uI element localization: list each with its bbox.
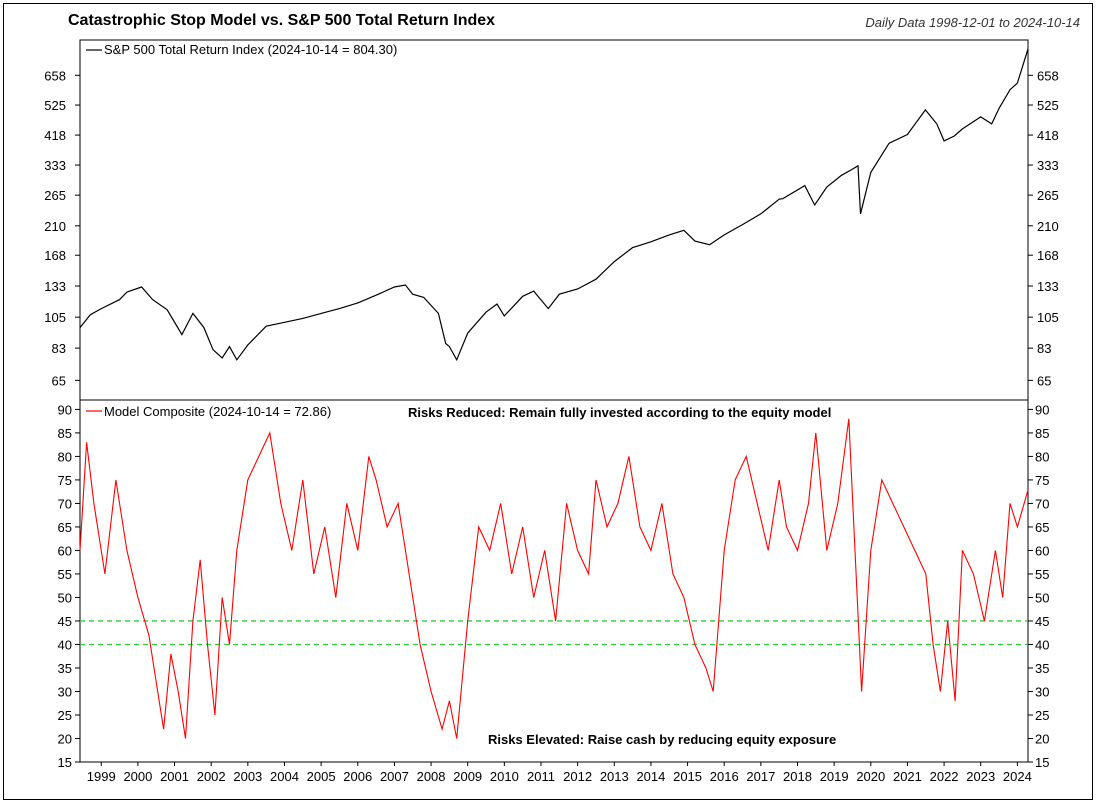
x-tick-label: 2005	[307, 769, 336, 784]
top-y-tick-label-right: 333	[1037, 158, 1059, 173]
x-tick-label: 2011	[527, 769, 555, 784]
bottom-y-tick-label-left: 75	[58, 473, 72, 488]
bottom-y-tick-label-right: 35	[1035, 661, 1049, 676]
top-y-tick-label-left: 105	[44, 310, 66, 325]
sp500-series-line	[79, 48, 1029, 362]
bottom-y-tick-label-right: 55	[1035, 567, 1049, 582]
x-tick-label: 2019	[820, 769, 849, 784]
sp500-legend-label: S&P 500 Total Return Index (2024-10-14 =…	[104, 42, 397, 57]
top-y-tick-label-right: 658	[1037, 68, 1059, 83]
top-y-tick-label-left: 265	[44, 188, 66, 203]
x-tick-label: 2022	[930, 769, 959, 784]
bottom-y-tick-label-left: 15	[58, 755, 72, 770]
x-tick-label: 2009	[453, 769, 482, 784]
bottom-y-tick-label-left: 65	[58, 520, 72, 535]
top-y-tick-label-right: 525	[1037, 98, 1059, 113]
bottom-y-tick-label-right: 25	[1035, 708, 1049, 723]
x-tick-label: 2017	[746, 769, 775, 784]
x-tick-label: 2003	[233, 769, 262, 784]
x-tick-label: 2006	[343, 769, 372, 784]
bottom-y-tick-label-right: 90	[1035, 402, 1049, 417]
top-y-tick-label-left: 210	[44, 219, 66, 234]
bottom-y-tick-label-left: 20	[58, 731, 72, 746]
top-y-tick-label-right: 133	[1037, 279, 1059, 294]
x-tick-label: 2002	[197, 769, 226, 784]
top-y-ticks: 65 65 83 83 105 105 133 133 168 168 210 210 265 265 33…	[44, 68, 1058, 388]
top-y-tick-label-right: 418	[1037, 128, 1059, 143]
bottom-y-tick-label-right: 75	[1035, 473, 1049, 488]
bottom-y-tick-label-right: 30	[1035, 684, 1049, 699]
bottom-y-tick-label-right: 60	[1035, 543, 1049, 558]
top-y-tick-label-left: 525	[44, 98, 66, 113]
bottom-y-tick-label-left: 55	[58, 567, 72, 582]
x-tick-label: 2024	[1003, 769, 1032, 784]
bottom-y-tick-label-right: 50	[1035, 590, 1049, 605]
x-tick-label: 2016	[710, 769, 739, 784]
bottom-y-tick-label-left: 70	[58, 496, 72, 511]
top-y-tick-label-right: 265	[1037, 188, 1059, 203]
x-tick-label: 2007	[380, 769, 409, 784]
model-composite-series-line	[79, 418, 1029, 739]
x-tick-label: 2010	[490, 769, 519, 784]
bottom-y-tick-label-right: 85	[1035, 426, 1049, 441]
x-tick-label: 2018	[783, 769, 812, 784]
chart-title: Catastrophic Stop Model vs. S&P 500 Tota…	[68, 12, 496, 29]
top-y-tick-label-right: 210	[1037, 219, 1059, 234]
bottom-y-tick-label-left: 40	[58, 637, 72, 652]
top-y-tick-label-left: 658	[44, 68, 66, 83]
x-axis-ticks: 1999 2000 2001 2002 2003 2004 2005 2006 2007 2008…	[87, 762, 1032, 784]
x-tick-label: 2008	[417, 769, 446, 784]
bottom-y-tick-label-left: 85	[58, 426, 72, 441]
bottom-y-tick-label-left: 45	[58, 614, 72, 629]
top-y-tick-label-right: 83	[1037, 341, 1051, 356]
top-y-tick-label-left: 333	[44, 158, 66, 173]
top-y-tick-label-left: 418	[44, 128, 66, 143]
bottom-y-tick-label-left: 90	[58, 402, 72, 417]
bottom-y-tick-label-left: 80	[58, 449, 72, 464]
top-y-tick-label-right: 105	[1037, 310, 1059, 325]
top-y-tick-label-left: 65	[52, 373, 66, 388]
model-legend-label: Model Composite (2024-10-14 = 72.86)	[104, 404, 331, 419]
x-tick-label: 2021	[893, 769, 922, 784]
chart-frame	[3, 3, 1093, 800]
bottom-y-tick-label-right: 45	[1035, 614, 1049, 629]
top-y-tick-label-right: 168	[1037, 248, 1059, 263]
bottom-y-tick-label-left: 35	[58, 661, 72, 676]
bottom-y-tick-label-right: 15	[1035, 755, 1049, 770]
x-tick-label: 2014	[636, 769, 665, 784]
top-y-tick-label-left: 168	[44, 248, 66, 263]
x-tick-label: 2000	[123, 769, 152, 784]
top-y-tick-label-left: 133	[44, 279, 66, 294]
reference-lines	[80, 620, 1028, 646]
bottom-y-tick-label-left: 60	[58, 543, 72, 558]
annotation-risks-reduced: Risks Reduced: Remain fully invested acc…	[408, 405, 831, 420]
bottom-y-tick-label-left: 25	[58, 708, 72, 723]
top-plot-area	[79, 39, 1029, 401]
bottom-y-tick-label-left: 30	[58, 684, 72, 699]
bottom-y-ticks: 15 15 20 20 25 25 30 30 35 35 40 40 45 45 50 50 55 55 60 60…	[58, 402, 1050, 770]
chart-subtitle: Daily Data 1998-12-01 to 2024-10-14	[865, 15, 1080, 30]
bottom-plot-area	[79, 399, 1029, 763]
bottom-y-tick-label-right: 65	[1035, 520, 1049, 535]
x-tick-label: 2023	[966, 769, 995, 784]
x-tick-label: 2020	[856, 769, 885, 784]
top-panel: 65 65 83 83 105 105 133 133 168 168 210 210 265 265 33…	[44, 39, 1059, 401]
x-tick-label: 2015	[673, 769, 702, 784]
x-tick-label: 2001	[160, 769, 189, 784]
x-tick-label: 1999	[87, 769, 116, 784]
bottom-y-tick-label-right: 40	[1035, 637, 1049, 652]
bottom-y-tick-label-right: 20	[1035, 731, 1049, 746]
bottom-y-tick-label-left: 50	[58, 590, 72, 605]
x-tick-label: 2013	[600, 769, 629, 784]
top-y-tick-label-right: 65	[1037, 373, 1051, 388]
x-tick-label: 2012	[563, 769, 592, 784]
bottom-y-tick-label-right: 80	[1035, 449, 1049, 464]
x-tick-label: 2004	[270, 769, 299, 784]
annotation-risks-elevated: Risks Elevated: Raise cash by reducing e…	[488, 732, 836, 747]
top-y-tick-label-left: 83	[52, 341, 66, 356]
bottom-y-tick-label-right: 70	[1035, 496, 1049, 511]
